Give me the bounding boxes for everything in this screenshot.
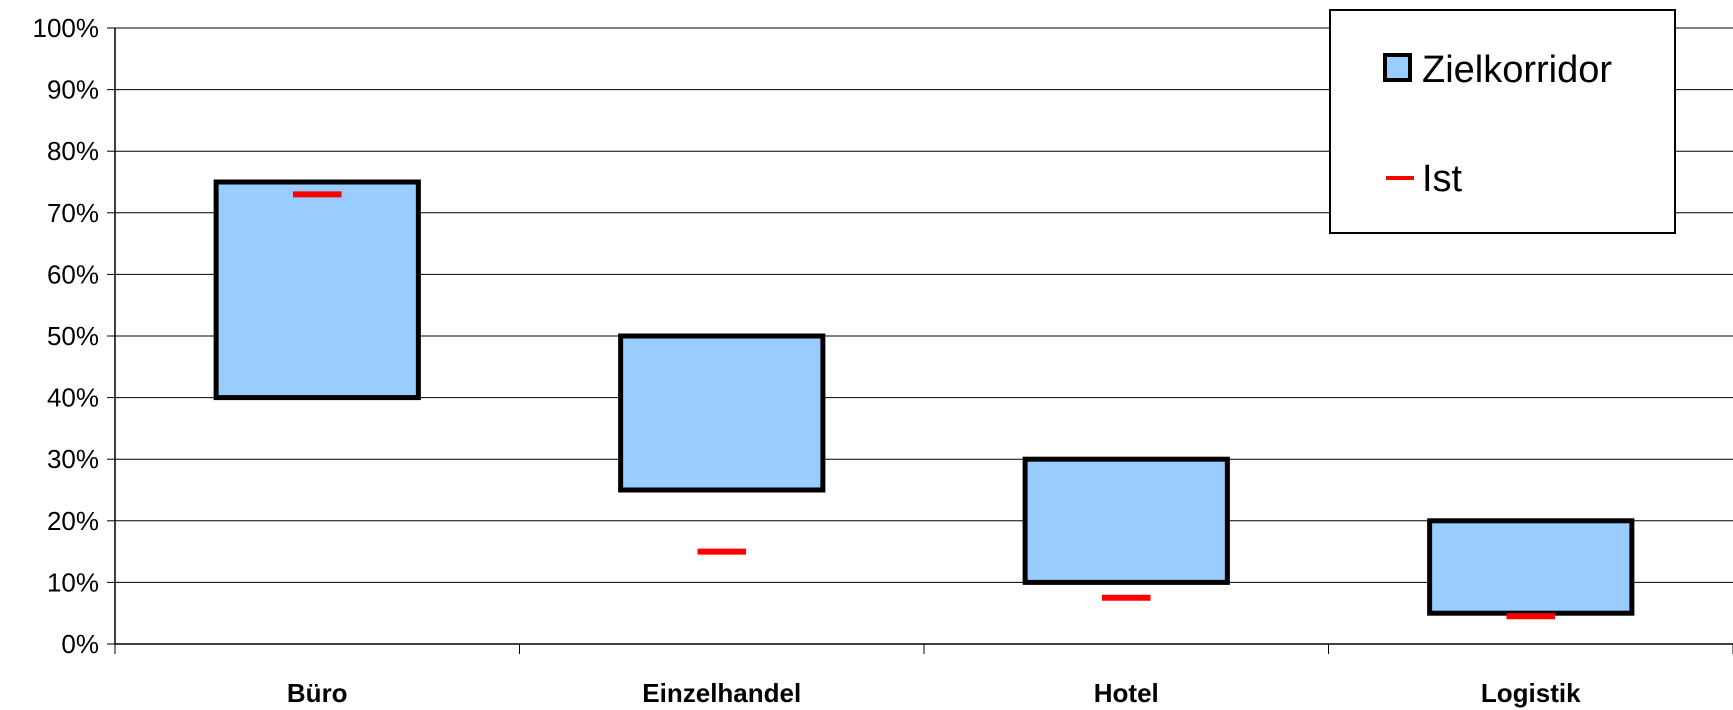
y-tick-label: 20% <box>47 506 99 536</box>
axes <box>114 28 1733 654</box>
y-tick-label: 40% <box>47 383 99 413</box>
y-tick-label: 70% <box>47 198 99 228</box>
y-tick-label: 90% <box>47 75 99 105</box>
x-category-label: Hotel <box>1094 678 1159 708</box>
legend: Zielkorridor Ist <box>1329 9 1676 234</box>
y-tick-label: 30% <box>47 444 99 474</box>
bars <box>213 179 1635 616</box>
legend-swatch-zielkorridor <box>1383 53 1412 82</box>
range-bar <box>1022 456 1230 585</box>
x-category-label: Büro <box>287 678 348 708</box>
x-axis-labels: Büro Einzelhandel Hotel Logistik <box>287 678 1581 708</box>
x-category-label: Logistik <box>1481 678 1581 708</box>
ist-markers <box>292 191 1556 620</box>
y-tick-label: 10% <box>47 567 99 597</box>
x-category-label: Einzelhandel <box>642 678 801 708</box>
y-tick-label: 0% <box>61 629 99 659</box>
legend-label-ist: Ist <box>1422 158 1463 200</box>
y-axis-ticks: 0% 10% 20% 30% 40% 50% 60% 70% 80% 90% 100% <box>33 13 115 659</box>
range-bar <box>1427 518 1635 616</box>
y-tick-label: 80% <box>47 136 99 166</box>
y-tick-label: 50% <box>47 321 99 351</box>
y-tick-label: 60% <box>47 259 99 289</box>
range-bar <box>618 333 826 493</box>
legend-box <box>1329 9 1676 234</box>
range-bar <box>213 179 421 401</box>
legend-label-zielkorridor: Zielkorridor <box>1422 49 1612 91</box>
y-tick-label: 100% <box>33 13 100 43</box>
